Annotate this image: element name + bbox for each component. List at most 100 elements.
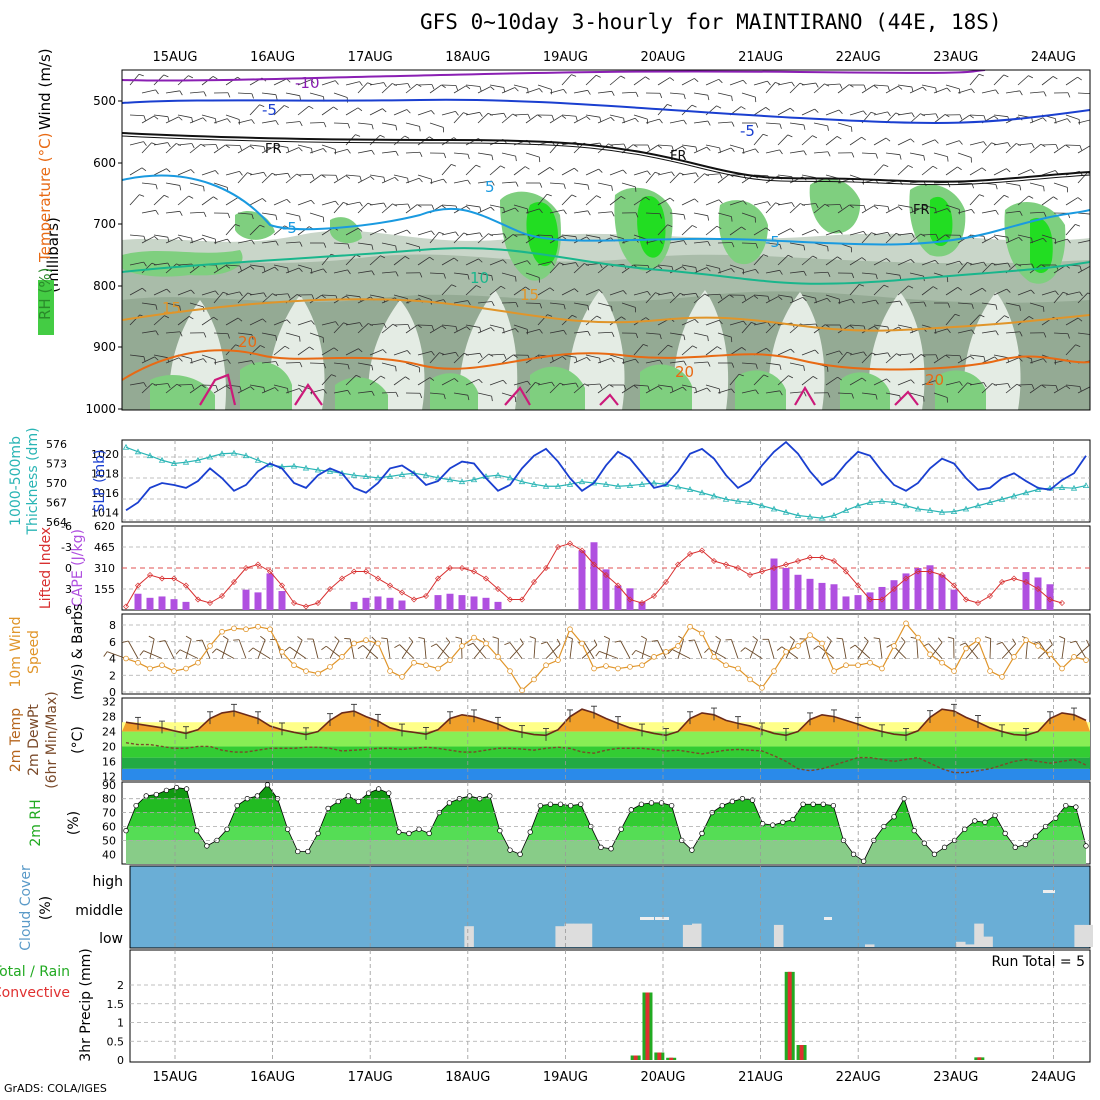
wind-barb	[537, 261, 552, 266]
wind-barb-flag	[718, 319, 723, 325]
rh-marker	[598, 844, 604, 850]
wind-barb-flag	[851, 273, 855, 279]
rh-marker	[133, 802, 139, 809]
wind-speed-marker	[927, 651, 933, 658]
pressure-tick-label: 700	[93, 217, 116, 231]
wind-barb-flag	[284, 105, 289, 108]
wind-barb-10m	[399, 644, 415, 659]
wind-barb	[477, 233, 489, 244]
cape-tick-label: 310	[94, 562, 115, 575]
wind-barb-flag	[767, 80, 771, 86]
wind-barb	[993, 288, 1007, 296]
wind-barb-flag	[574, 288, 579, 293]
wind-barb-flag	[738, 373, 744, 377]
wind-barb-flag	[455, 85, 459, 91]
wind-barb	[1005, 383, 1018, 394]
cape-bar	[770, 558, 778, 610]
wind-barb-flag	[779, 270, 783, 275]
wind-barb	[405, 83, 418, 94]
wind-barb	[861, 392, 876, 396]
wind-barb-flag	[827, 246, 829, 252]
wind-barb	[489, 379, 504, 386]
wind-barb-flag	[371, 270, 375, 276]
temperature-band	[122, 768, 1090, 780]
cape-bar	[950, 589, 958, 610]
wind-barb-flag	[635, 92, 639, 97]
wind-barb-flag	[669, 197, 675, 202]
wind-barb-flag	[395, 392, 399, 397]
wind-barb	[609, 196, 622, 206]
wind-barb	[381, 391, 397, 394]
wind-barb-10m	[386, 638, 391, 659]
temp-label-2: 2m DewPt	[26, 704, 42, 776]
wind-barb-flag	[740, 106, 746, 110]
wind-barb-flag	[683, 335, 686, 341]
precip-convective-bar	[669, 1057, 674, 1060]
wind-speed-marker	[471, 634, 477, 641]
wind-barb-flag	[455, 111, 459, 116]
wind-speed-marker	[555, 657, 561, 663]
thickness-tick-label: 564	[46, 516, 67, 529]
wind-barb	[765, 242, 780, 245]
wind-tick-label: 2	[109, 669, 116, 682]
wind-barb-flag	[441, 205, 447, 209]
wind-barb	[237, 265, 251, 274]
wind-barb-flag	[333, 106, 338, 111]
wind-barb	[825, 83, 840, 86]
wind-barb	[393, 256, 406, 266]
wind-barb	[669, 360, 684, 364]
wind-barb-flag	[790, 228, 795, 233]
wind-speed-marker	[999, 674, 1005, 680]
rh-tick-label: 40	[102, 848, 116, 861]
wind-barb	[285, 388, 300, 394]
thickness-marker	[494, 471, 502, 478]
wind-barb-flag	[695, 293, 699, 298]
rh-marker	[527, 829, 533, 835]
wind-speed-marker	[819, 640, 825, 647]
rh-marker	[416, 826, 422, 832]
wind-barb	[669, 292, 681, 304]
wind-barb	[141, 383, 153, 394]
wind-barb-flag	[922, 207, 927, 212]
wind-barb-flag	[719, 173, 723, 179]
wind-barb-flag	[251, 214, 254, 220]
wind-barb-flag	[934, 259, 939, 265]
wind-barb-flag	[787, 254, 793, 258]
wind-speed-marker	[219, 628, 225, 635]
li-marker	[915, 568, 921, 575]
wind-barb-flag	[514, 328, 519, 333]
wind-barb-10m	[216, 648, 235, 659]
wind-barb-flag	[478, 258, 483, 263]
li-marker	[267, 568, 273, 575]
wind-barb	[729, 226, 742, 236]
wind-barb	[1065, 384, 1080, 387]
wind-barb	[1053, 292, 1064, 304]
wind-barb	[333, 322, 344, 334]
wind-barb	[885, 206, 899, 214]
wind-barb-flag	[654, 171, 660, 175]
wind-barb-flag	[475, 164, 481, 168]
wind-barb	[645, 292, 656, 304]
wind-barb-flag	[455, 231, 459, 237]
wind-barb-10m	[1061, 638, 1066, 659]
wind-barb	[609, 75, 621, 86]
wind-barb	[441, 231, 456, 236]
precip-convective-bar	[657, 1052, 662, 1060]
wind-barb	[681, 225, 693, 236]
date-label-bottom: 18AUG	[445, 1070, 490, 1085]
wind-barb	[861, 85, 874, 94]
wind-speed-marker	[747, 676, 753, 683]
temp-label-3: (6hr Min/Max)	[44, 691, 60, 788]
wind-barb-flag	[227, 213, 231, 219]
slp-tick-label: 1020	[91, 448, 119, 461]
wind-tick-label: 4	[109, 653, 116, 666]
wind-barb-10m	[423, 638, 427, 659]
wind-barb	[261, 240, 276, 244]
thickness-marker	[1082, 482, 1090, 488]
wind-barb	[1053, 332, 1069, 335]
wind-barb	[705, 264, 720, 269]
wind-barb	[993, 142, 1008, 146]
wind-barb	[825, 294, 840, 300]
wind-barb	[717, 212, 732, 218]
li-marker	[351, 568, 357, 575]
